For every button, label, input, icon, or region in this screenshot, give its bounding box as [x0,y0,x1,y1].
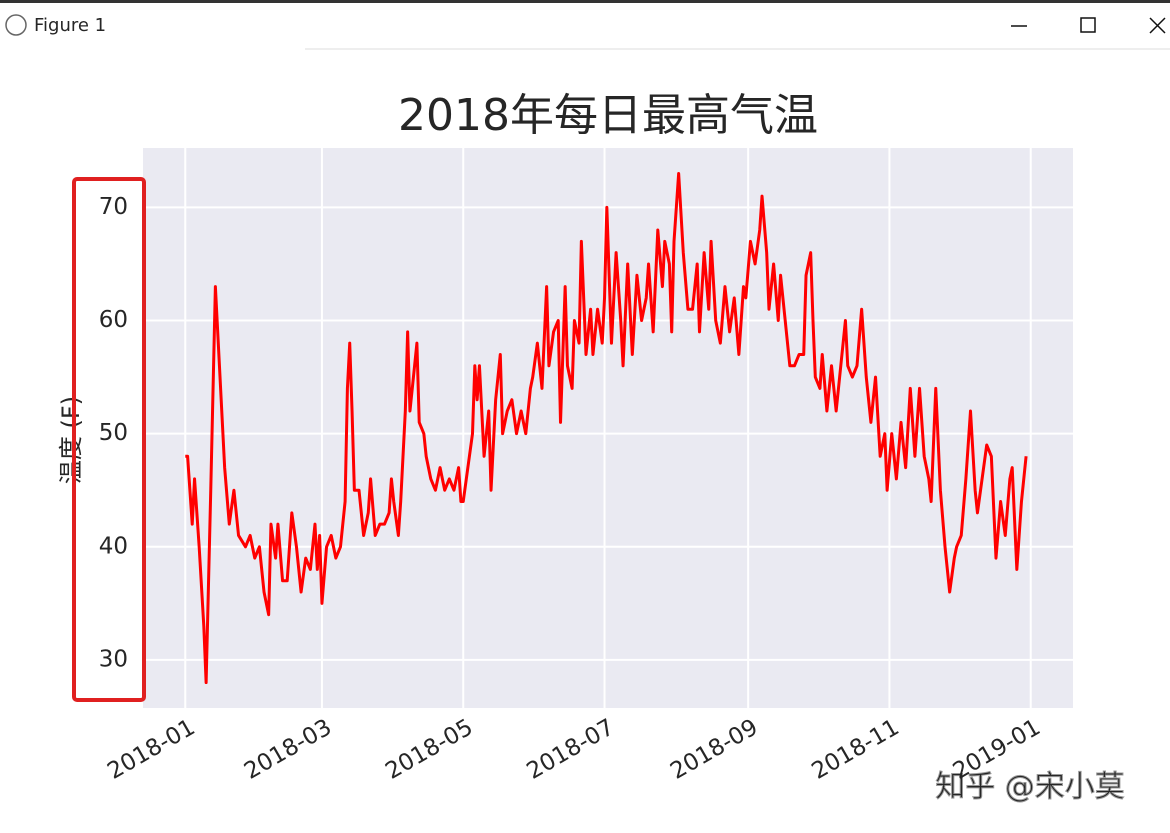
highlight-box [72,177,146,702]
x-tick-label: 2018-07 [523,714,619,785]
chart-title: 2018年每日最高气温 [398,90,818,141]
watermark: 知乎 @宋小莫 [935,770,1125,805]
close-button[interactable] [1149,17,1166,34]
y-axis-label: 温度 (F) [57,396,85,484]
top-strip [0,0,1170,3]
maximize-button[interactable] [1080,17,1096,33]
y-tick-label: 50 [99,420,128,446]
x-tick-label: 2018-01 [103,714,199,785]
x-tick-label: 2018-03 [240,714,336,785]
data-line [185,171,1028,685]
y-tick-label: 30 [99,646,128,672]
y-tick-label: 40 [99,533,128,559]
x-tick-label: 2018-11 [807,714,903,785]
x-tick-label: 2018-09 [666,714,762,785]
window-title: Figure 1 [34,15,106,36]
y-tick-label: 60 [99,307,128,333]
app-icon [5,14,27,36]
y-tick-label: 70 [99,194,128,220]
x-tick-label: 2018-05 [381,714,477,785]
